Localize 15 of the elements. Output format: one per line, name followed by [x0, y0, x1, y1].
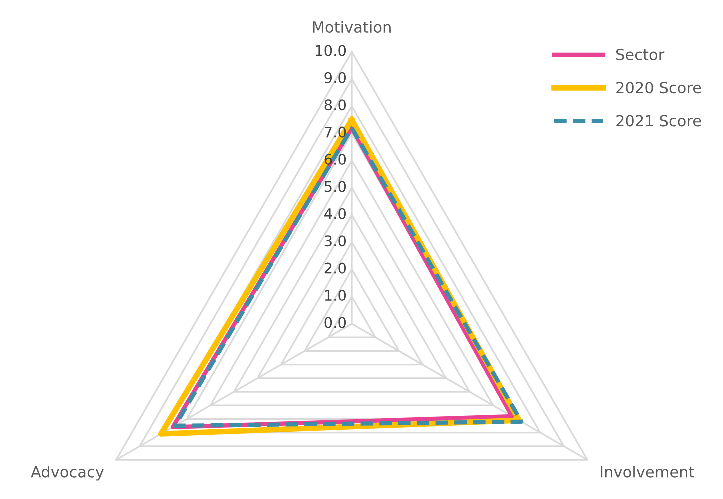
legend-label: 2020 Score	[616, 82, 702, 94]
y-tick-label: 0.0	[324, 317, 346, 328]
y-tick-label: 1.0	[325, 290, 346, 302]
spoke-label: Motivation	[313, 21, 391, 34]
y-tick-label: 2.0	[324, 262, 346, 274]
y-tick-label: 5.0	[324, 181, 346, 192]
y-tick-label: 8.0	[324, 100, 346, 111]
y-tick-label: 3.0	[324, 236, 346, 247]
spoke-label: Involvement	[601, 466, 694, 478]
spoke-label: Advocacy	[31, 466, 104, 481]
y-tick-label: 9.0	[324, 72, 346, 84]
y-tick-label: 10.0	[316, 45, 346, 56]
legend-label: Sector	[616, 48, 665, 61]
legend-label: 2021 Score	[616, 115, 702, 127]
y-tick-label: 4.0	[324, 208, 346, 220]
